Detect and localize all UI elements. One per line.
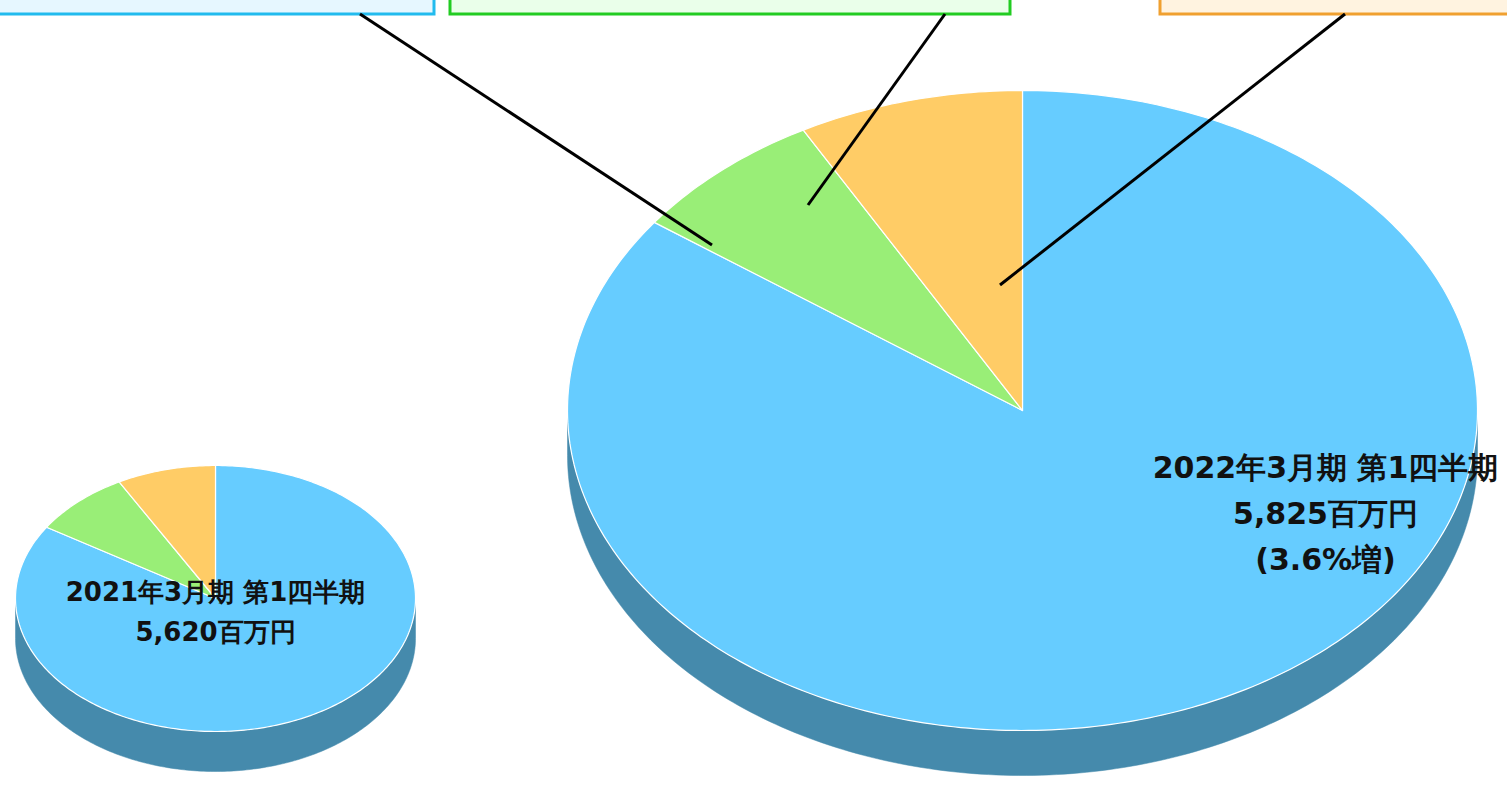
svg-text:2021年3月期 第1四半期: 2021年3月期 第1四半期 — [66, 577, 366, 607]
svg-text:5,825百万円: 5,825百万円 — [1233, 496, 1418, 531]
svg-text:2022年3月期 第1四半期: 2022年3月期 第1四半期 — [1153, 450, 1499, 485]
svg-text:(3.6%増): (3.6%増) — [1255, 542, 1396, 577]
svg-text:5,620百万円: 5,620百万円 — [135, 617, 295, 647]
